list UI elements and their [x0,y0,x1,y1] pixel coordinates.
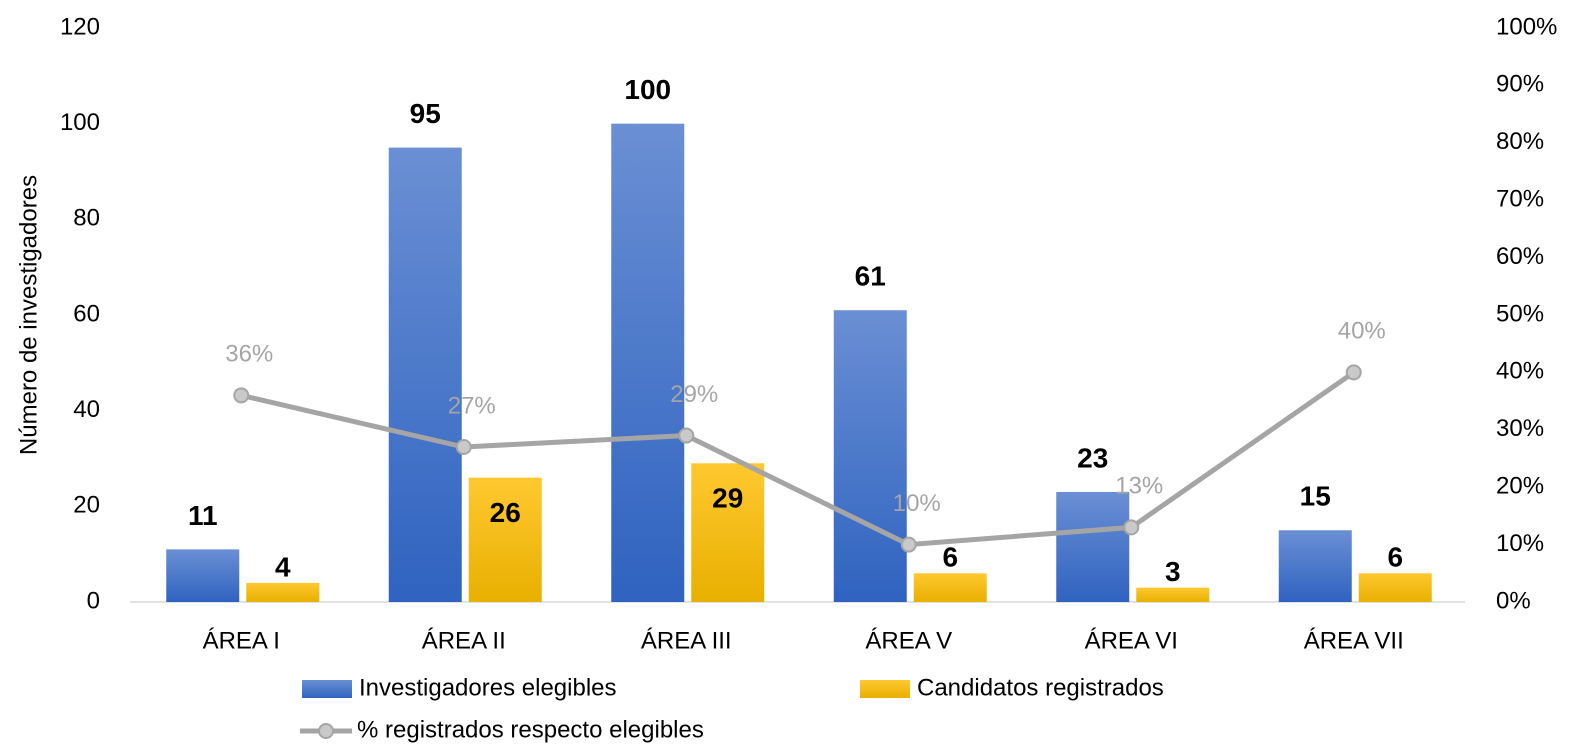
x-tick-label: ÁREA II [422,627,506,654]
bar-value-label: 11 [188,500,218,531]
y2-tick-label: 60% [1496,243,1544,270]
x-tick-label: ÁREA V [865,627,952,654]
bar-value-label: 4 [275,551,291,582]
y2-tick-label: 50% [1496,300,1544,327]
bar-value-label: 15 [1300,481,1331,512]
line-value-label: 10% [893,490,941,517]
bar-value-label: 3 [1165,556,1181,587]
bar [1056,491,1130,602]
legend-swatch [860,680,910,698]
bar-value-label: 6 [1387,542,1403,573]
y2-tick-label: 30% [1496,415,1544,442]
bar [468,477,542,602]
legend-swatch [318,723,334,739]
line-point [233,387,250,404]
y-tick-label: 80 [73,205,100,232]
y-tick-label: 40 [73,396,100,423]
bar-value-label: 95 [410,98,441,129]
bar-value-label: 100 [624,74,671,105]
bar-value-label: 29 [712,483,743,514]
legend-swatch [302,680,352,698]
y2-tick-label: 90% [1496,71,1544,98]
bar-value-label: 61 [855,261,886,292]
y-tick-label: 0 [87,587,100,614]
legend-label: Candidatos registrados [917,674,1164,701]
y-axis-title: Número de investigadores [15,175,42,455]
bar [166,549,240,602]
line-point [900,536,917,553]
line-value-label: 27% [448,392,496,419]
x-tick-label: ÁREA I [203,627,280,654]
line-point [455,439,472,456]
legend-label: % registrados respecto elegibles [357,716,704,743]
line-value-label: 29% [670,381,718,408]
line-value-label: 36% [225,341,273,368]
line-value-label: 13% [1115,473,1163,500]
y2-tick-label: 20% [1496,473,1544,500]
line-point [1123,519,1140,536]
y2-tick-label: 70% [1496,186,1544,213]
bar [611,123,685,603]
bar [913,573,987,602]
y-tick-label: 60 [73,300,100,327]
y-tick-label: 20 [73,492,100,519]
y2-tick-label: 40% [1496,358,1544,385]
bar [1278,530,1352,602]
line-point [678,427,695,444]
x-tick-label: ÁREA VI [1085,627,1178,654]
bar [691,463,765,602]
line-series [240,370,1356,548]
bar [388,147,462,603]
line-value-label: 40% [1338,318,1386,345]
y-tick-label: 100 [60,109,100,136]
bar-value-label: 26 [490,497,521,528]
bar-value-label: 6 [942,542,958,573]
x-tick-label: ÁREA III [641,627,732,654]
bar [1358,573,1432,602]
y2-tick-label: 10% [1496,530,1544,557]
bar-value-label: 23 [1077,442,1108,473]
y-tick-label: 120 [60,13,100,40]
line-point [1345,364,1362,381]
x-tick-label: ÁREA VII [1304,627,1404,654]
bar [833,310,907,602]
y2-tick-label: 0% [1496,587,1531,614]
y2-tick-label: 80% [1496,128,1544,155]
bar [246,582,320,602]
legend-label: Investigadores elegibles [359,674,617,701]
bar [1136,587,1210,602]
y2-tick-label: 100% [1496,13,1557,40]
